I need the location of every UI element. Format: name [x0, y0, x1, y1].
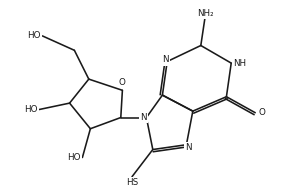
- Text: O: O: [258, 108, 265, 117]
- Text: NH₂: NH₂: [197, 9, 214, 18]
- Text: HO: HO: [27, 31, 41, 40]
- Text: NH: NH: [233, 59, 246, 68]
- Text: O: O: [119, 78, 126, 87]
- Text: HO: HO: [67, 153, 81, 162]
- Text: N: N: [162, 55, 169, 64]
- Text: N: N: [185, 143, 191, 152]
- Text: N: N: [141, 113, 147, 122]
- Text: HO: HO: [24, 105, 38, 114]
- Text: HS: HS: [126, 178, 138, 187]
